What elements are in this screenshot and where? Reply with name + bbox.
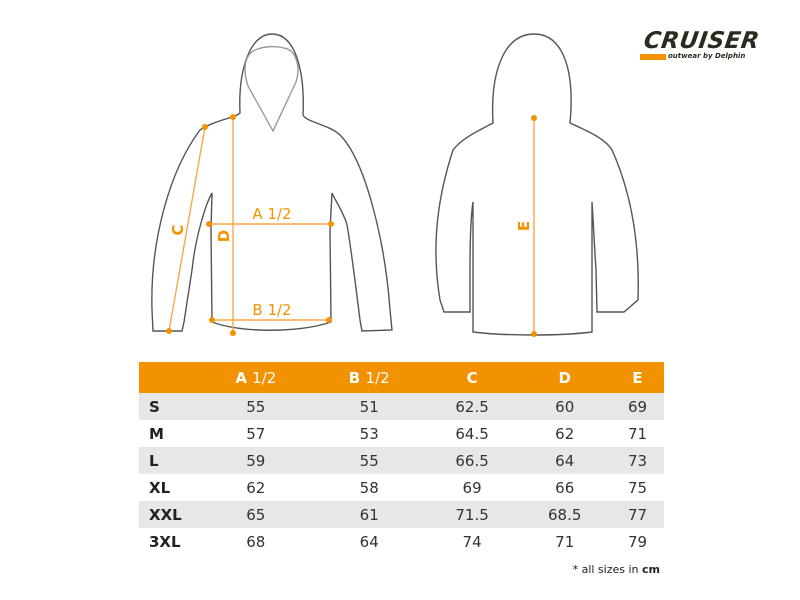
size-label: 3XL	[149, 532, 181, 551]
size-label: XXL	[139, 501, 199, 528]
measurement-cell: 62	[555, 424, 575, 443]
column-header	[139, 362, 199, 393]
table-row: L 59 55 66.5 64 73	[139, 447, 664, 474]
measurement-cell: 68.5	[518, 501, 612, 528]
note-prefix: * all sizes in	[572, 563, 639, 576]
table-row: XXL 65 61 71.5 68.5 77	[139, 501, 664, 528]
column-header: D	[518, 362, 612, 393]
header-fraction: 1/2	[365, 368, 390, 387]
measurement-cell: 77	[611, 501, 664, 528]
label-a: A 1/2	[252, 205, 291, 223]
label-b: B 1/2	[252, 301, 291, 319]
column-header: B 1/2	[312, 362, 426, 393]
measurement-cell: 55	[199, 393, 313, 420]
hoodie-diagram: A 1/2 B 1/2 C D E	[151, 33, 639, 337]
measurement-cell: 75	[627, 478, 648, 497]
size-label: M	[149, 424, 164, 443]
measurement-cell: 51	[312, 393, 426, 420]
measurement-cell: 74	[462, 532, 482, 551]
table-row: M 57 53 64.5 62 71	[139, 420, 664, 447]
label-c: C	[169, 224, 187, 235]
header-fraction: 1/2	[252, 368, 277, 387]
label-e: E	[515, 221, 533, 231]
front-hood-opening	[244, 45, 299, 133]
c-measure-line	[168, 126, 206, 332]
units-note: * all sizes in cm	[573, 563, 660, 576]
table-row: S 55 51 62.5 60 69	[139, 393, 664, 420]
size-label: XL	[149, 478, 171, 497]
measurement-cell: 53	[359, 424, 379, 443]
table-header-row: A 1/2 B 1/2 C D E	[139, 362, 664, 393]
back-hoodie-outline	[435, 33, 639, 336]
cruiser-logo: CRUISER outwear by Delphin	[640, 28, 761, 64]
header-letter: A	[235, 368, 247, 387]
measurement-cell: 66	[555, 478, 575, 497]
measurement-cell: 71	[555, 532, 575, 551]
measurement-cell: 79	[627, 532, 648, 551]
measurement-cell: 64	[359, 532, 379, 551]
column-header: E	[611, 362, 664, 393]
header-letter: E	[632, 368, 643, 387]
label-d: D	[215, 230, 233, 242]
table-row: 3XL 68 64 74 71 79	[139, 528, 664, 555]
column-header: C	[425, 362, 519, 393]
measurement-cell: 60	[518, 393, 612, 420]
measurement-cell: 68	[246, 532, 266, 551]
measurement-cell: 66.5	[425, 447, 519, 474]
measurement-cell: 71.5	[425, 501, 519, 528]
size-label: L	[139, 447, 199, 474]
measurement-cell: 57	[246, 424, 266, 443]
table-row: XL 62 58 69 66 75	[139, 474, 664, 501]
measurement-cell: 69	[611, 393, 664, 420]
measurement-cell: 69	[462, 478, 482, 497]
measurement-cell: 55	[312, 447, 426, 474]
size-table: A 1/2 B 1/2 C D E S 55 51 62.5 60 69 M 57 53 64.5 62 71…	[139, 362, 664, 555]
header-letter: C	[466, 368, 478, 387]
header-letter: D	[558, 368, 571, 387]
measurement-cell: 64.5	[455, 424, 489, 443]
measurement-cell: 59	[199, 447, 313, 474]
measurement-cell: 71	[627, 424, 648, 443]
measurement-cell: 64	[518, 447, 612, 474]
logo-name: CRUISER	[642, 28, 762, 54]
measurement-cell: 58	[359, 478, 379, 497]
measurement-cell: 62.5	[425, 393, 519, 420]
measurement-cell: 62	[246, 478, 266, 497]
logo-tagline: outwear by Delphin	[668, 52, 746, 60]
column-header: A 1/2	[199, 362, 313, 393]
logo-bar	[640, 54, 666, 60]
front-hoodie-outline	[151, 33, 393, 332]
measurement-cell: 61	[312, 501, 426, 528]
note-unit: cm	[642, 563, 660, 576]
measurement-cell: 73	[611, 447, 664, 474]
measurement-cell: 65	[199, 501, 313, 528]
size-label: S	[139, 393, 199, 420]
header-letter: B	[348, 368, 361, 387]
